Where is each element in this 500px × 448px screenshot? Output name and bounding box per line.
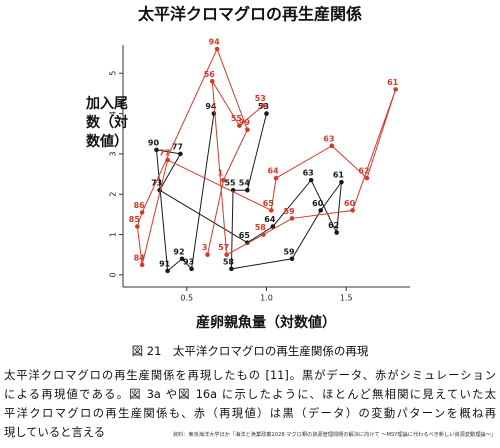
point-label: 99 (239, 118, 251, 127)
point-label: 57 (218, 243, 229, 252)
point-label: 59 (283, 247, 295, 256)
point-label: 55 (224, 179, 236, 188)
data-point (237, 123, 242, 128)
data-point (339, 179, 344, 185)
data-point (289, 256, 295, 262)
point-label: 64 (267, 167, 279, 176)
point-label: 77 (159, 148, 170, 157)
data-point (261, 232, 266, 237)
data-point (139, 262, 145, 268)
series-line (136, 47, 397, 265)
point-label: 3 (202, 243, 208, 252)
data-point (178, 151, 183, 157)
point-label: 1 (218, 169, 224, 178)
point-label: 55 (231, 114, 243, 123)
point-label: 63 (323, 134, 334, 143)
last-line-row: 現していると言える 資料：東京海洋大学ほか「海洋と漁業政策2028 マグロ類の資… (4, 423, 496, 445)
body-line: による再現値である。図 3a や図 16a に示したように、ほとんど無相関に見え… (4, 388, 496, 401)
y-tick-label: 3 (109, 151, 118, 156)
point-label: 86 (134, 201, 146, 210)
point-label: 61 (387, 78, 399, 87)
data-point (229, 266, 234, 272)
point-label: 58 (223, 257, 235, 266)
point-label: 56 (204, 70, 216, 79)
point-label: 94 (205, 102, 217, 111)
point-label: 64 (264, 215, 276, 224)
data-point (289, 216, 295, 221)
point-label: 53 (255, 94, 266, 103)
figure-caption: 図 21 太平洋クロマグロの再生産関係の再現 (131, 344, 369, 358)
data-point (273, 175, 279, 181)
body-text: 太平洋クロマグロの再生産関係を再現したもの [11]。黒がデータ、赤がシミュレー… (4, 366, 496, 445)
point-label: 92 (173, 247, 184, 256)
y-axis-label: 加入尾数（対数値） (86, 96, 128, 150)
y-tick-label: 2 (109, 192, 118, 197)
point-label: 61 (333, 171, 345, 180)
data-point (350, 208, 355, 213)
body-line: 現していると言える (4, 426, 105, 439)
point-label: 73 (151, 179, 162, 188)
point-label: 65 (263, 199, 275, 208)
x-axis-label: 産卵親魚量（対数値） (196, 314, 336, 331)
data-point (165, 157, 170, 163)
data-point (268, 208, 274, 213)
y-tick-label: 1 (109, 232, 118, 237)
data-point (393, 87, 398, 92)
series-line (155, 113, 343, 272)
y-tick-label: 0 (109, 272, 118, 277)
data-point (139, 210, 145, 215)
data-point (334, 230, 339, 235)
chart: 太平洋クロマグロの再生産関係 産卵親魚量（対数値） 0.5 1.0 1.5 0 1 2 3 4… (109, 5, 410, 331)
data-point (221, 177, 226, 183)
data-point (261, 103, 266, 108)
point-label: 58 (255, 223, 267, 232)
point-label: 94 (209, 38, 221, 47)
data-point (318, 208, 324, 213)
point-label: 65 (239, 231, 251, 240)
data-point (308, 177, 314, 183)
data-point (364, 175, 370, 181)
point-label: 62 (328, 221, 339, 230)
data-point (270, 224, 276, 229)
point-label: 63 (303, 169, 314, 178)
data-point (245, 127, 250, 132)
point-label: 60 (312, 199, 324, 208)
data-point (189, 266, 194, 272)
point-label: 85 (129, 215, 141, 224)
point-label: 62 (358, 167, 369, 176)
point-label: 84 (134, 253, 146, 262)
data-point (245, 187, 250, 193)
point-label: 77 (172, 142, 183, 151)
point-label: 59 (283, 207, 295, 216)
point-label: 91 (159, 259, 171, 268)
data-point (154, 147, 159, 153)
source-note: 資料：東京海洋大学ほか「海洋と漁業政策2028 マグロ類の資源管理問題の解決に向… (172, 432, 496, 438)
data-point (205, 252, 210, 258)
point-label: 90 (148, 138, 160, 147)
y-tick-label: 5 (109, 71, 118, 76)
data-point (214, 46, 220, 52)
data-point (329, 143, 335, 149)
data-point (264, 111, 269, 116)
chart-title: 太平洋クロマグロの再生産関係 (137, 5, 362, 24)
body-line: 平洋クロマグロの再生産関係も、赤（再現値）は黒（データ）の変動パターンを概ね再 (4, 407, 496, 420)
y-tick-label: 4 (109, 111, 118, 116)
point-label: 54 (239, 179, 251, 188)
point-label: 60 (344, 199, 356, 208)
x-tick-label: 0.5 (180, 294, 193, 303)
point-label: 93 (183, 257, 194, 266)
data-point (165, 268, 170, 274)
data-point (179, 256, 185, 262)
x-tick-label: 1.0 (260, 294, 273, 303)
body-line: 太平洋クロマグロの再生産関係を再現したもの [11]。黒がデータ、赤がシミュレー… (4, 369, 496, 382)
data-point (224, 252, 229, 258)
x-tick-label: 1.5 (340, 294, 353, 303)
data-point (209, 79, 215, 84)
data-point (135, 224, 140, 229)
